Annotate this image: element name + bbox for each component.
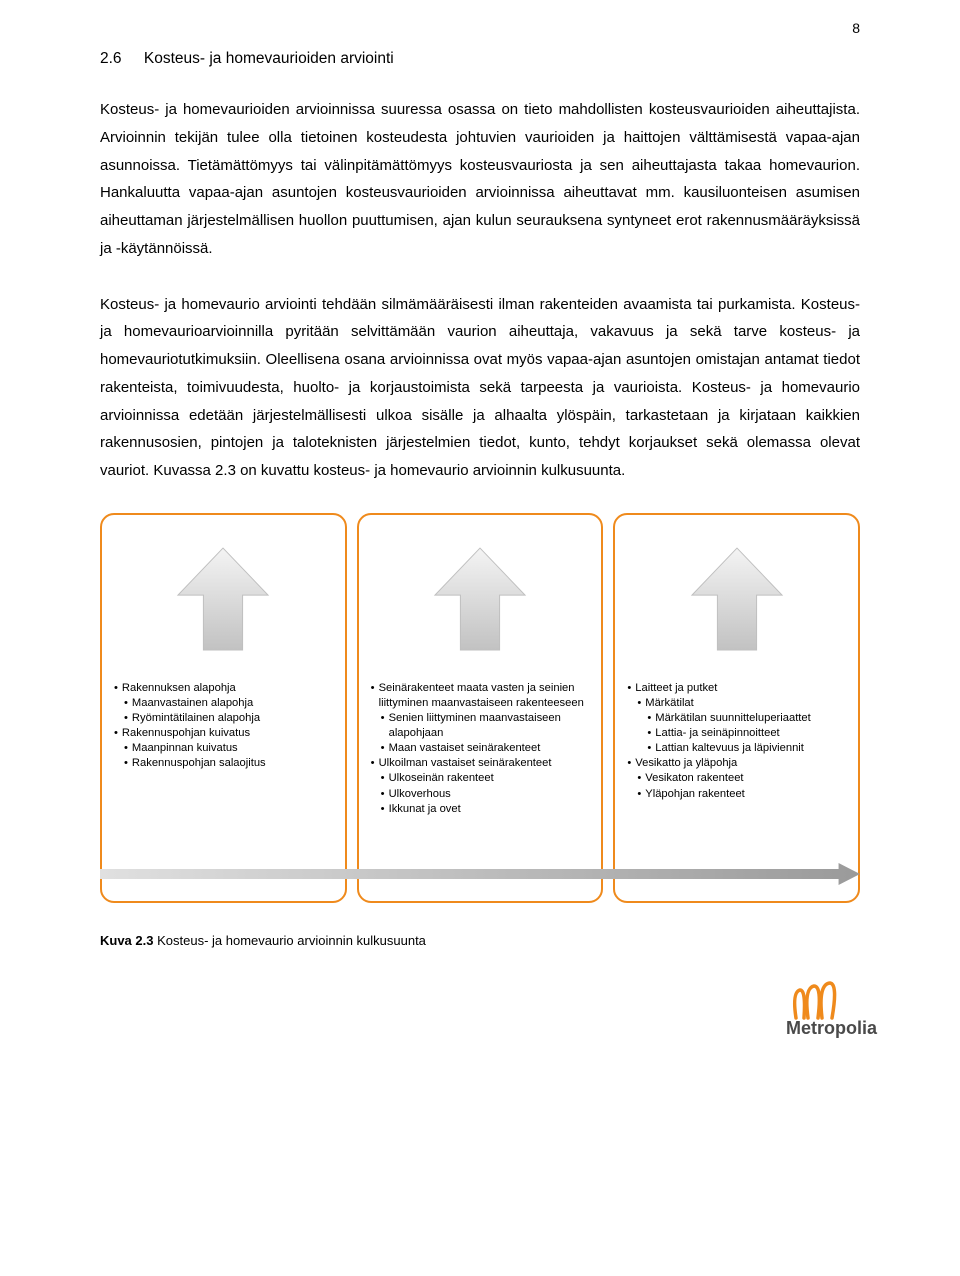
bullet-icon: • (124, 711, 128, 726)
up-arrow-icon (371, 545, 590, 655)
bullet-icon: • (637, 696, 641, 711)
bullet-icon: • (381, 771, 385, 786)
panel-item-list: •Laitteet ja putket•Märkätilat•Märkätila… (627, 681, 846, 802)
diagram-panel: •Rakennuksen alapohja•Maanvastainen alap… (100, 513, 347, 903)
panel-list-item: • Rakennuspohjan salaojitus (124, 756, 333, 771)
panel-list-item: • Vesikaton rakenteet (637, 771, 846, 786)
panel-item-list: •Seinärakenteet maata vasten ja seinien … (371, 681, 590, 817)
bullet-icon: • (124, 696, 128, 711)
bullet-icon: • (647, 711, 651, 726)
panel-list-item: • Laitteet ja putket (627, 681, 846, 696)
panel-list-item-text: Märkätilat (645, 696, 694, 711)
panel-list-item-text: Seinärakenteet maata vasten ja seinien l… (379, 681, 590, 711)
panel-list-item: •Senien liittyminen maanvastaiseen alapo… (381, 711, 590, 741)
bullet-icon: • (637, 771, 641, 786)
figure-caption: Kuva 2.3 Kosteus- ja homevaurio arvioinn… (100, 933, 860, 948)
diagram-panel: •Seinärakenteet maata vasten ja seinien … (357, 513, 604, 903)
panel-list-item-text: Rakennuksen alapohja (122, 681, 236, 696)
bullet-icon: • (381, 802, 385, 817)
panel-list-item-text: Maanvastainen alapohja (132, 696, 253, 711)
panel-list-item-text: Ulkoseinän rakenteet (389, 771, 494, 786)
panel-list-item: • Ryömintätilainen alapohja (124, 711, 333, 726)
panel-list-item: • Lattian kaltevuus ja läpiviennit (647, 741, 846, 756)
panel-list-item: • Rakennuspohjan kuivatus (114, 726, 333, 741)
bullet-icon: • (381, 787, 385, 802)
diagram-panels: •Rakennuksen alapohja•Maanvastainen alap… (100, 513, 860, 903)
panel-list-item-text: Yläpohjan rakenteet (645, 787, 745, 802)
flow-diagram: •Rakennuksen alapohja•Maanvastainen alap… (100, 513, 860, 903)
bullet-icon: • (114, 726, 118, 741)
bullet-icon: • (627, 681, 631, 696)
bullet-icon: • (371, 756, 375, 771)
body-paragraph: Kosteus- ja homevaurio arviointi tehdään… (100, 291, 860, 485)
panel-list-item: • Märkätilat (637, 696, 846, 711)
bullet-icon: • (381, 711, 385, 741)
panel-list-item-text: Vesikatto ja yläpohja (635, 756, 737, 771)
body-text: Kosteus- ja homevaurioiden arvioinnissa … (100, 96, 860, 485)
panel-list-item: • Ikkunat ja ovet (381, 802, 590, 817)
panel-list-item: • Lattia- ja seinäpinnoitteet (647, 726, 846, 741)
bullet-icon: • (381, 741, 385, 756)
panel-list-item-text: Lattia- ja seinäpinnoitteet (655, 726, 779, 741)
bullet-icon: • (647, 726, 651, 741)
panel-list-item-text: Ulkoilman vastaiset seinärakenteet (379, 756, 552, 771)
panel-list-item: • Rakennuksen alapohja (114, 681, 333, 696)
panel-list-item: • Maanvastainen alapohja (124, 696, 333, 711)
panel-list-item-text: Ikkunat ja ovet (389, 802, 461, 817)
panel-list-item: • Ulkoilman vastaiset seinärakenteet (371, 756, 590, 771)
footer-logo-area: Metropolia (0, 978, 960, 1038)
body-paragraph: Kosteus- ja homevaurioiden arvioinnissa … (100, 96, 860, 263)
panel-list-item-text: Vesikaton rakenteet (645, 771, 743, 786)
bullet-icon: • (647, 741, 651, 756)
panel-list-item-text: Laitteet ja putket (635, 681, 717, 696)
bullet-icon: • (124, 756, 128, 771)
bullet-icon: • (627, 756, 631, 771)
heading-number: 2.6 (100, 50, 122, 68)
heading-text: Kosteus- ja homevaurioiden arviointi (144, 50, 394, 67)
up-arrow-icon (627, 545, 846, 655)
bullet-icon: • (124, 741, 128, 756)
panel-list-item-text: Maanpinnan kuivatus (132, 741, 238, 756)
panel-list-item: • Ulkoseinän rakenteet (381, 771, 590, 786)
svg-text:Metropolia: Metropolia (786, 1018, 878, 1038)
bullet-icon: • (371, 681, 375, 711)
bullet-icon: • (114, 681, 118, 696)
panel-list-item-text: Senien liittyminen maanvastaiseen alapoh… (389, 711, 590, 741)
panel-list-item-text: Lattian kaltevuus ja läpiviennit (655, 741, 804, 756)
panel-list-item: • Maan vastaiset seinärakenteet (381, 741, 590, 756)
document-page: 8 2.6 Kosteus- ja homevaurioiden arvioin… (0, 0, 960, 968)
panel-list-item: • Ulkoverhous (381, 787, 590, 802)
panel-list-item-text: Maan vastaiset seinärakenteet (389, 741, 541, 756)
caption-text: Kosteus- ja homevaurio arvioinnin kulkus… (153, 933, 425, 948)
panel-list-item: •Seinärakenteet maata vasten ja seinien … (371, 681, 590, 711)
metropolia-logo: Metropolia (780, 978, 920, 1038)
panel-list-item-text: Ulkoverhous (389, 787, 451, 802)
panel-list-item: • Yläpohjan rakenteet (637, 787, 846, 802)
section-heading: 2.6 Kosteus- ja homevaurioiden arviointi (100, 50, 860, 68)
up-arrow-icon (114, 545, 333, 655)
diagram-panel: •Laitteet ja putket•Märkätilat•Märkätila… (613, 513, 860, 903)
panel-list-item-text: Rakennuspohjan salaojitus (132, 756, 266, 771)
panel-list-item-text: Rakennuspohjan kuivatus (122, 726, 250, 741)
panel-list-item: • Maanpinnan kuivatus (124, 741, 333, 756)
bullet-icon: • (637, 787, 641, 802)
page-number: 8 (852, 20, 860, 36)
panel-list-item-text: Märkätilan suunnitteluperiaattet (655, 711, 810, 726)
panel-item-list: •Rakennuksen alapohja•Maanvastainen alap… (114, 681, 333, 772)
panel-list-item-text: Ryömintätilainen alapohja (132, 711, 260, 726)
panel-list-item: • Märkätilan suunnitteluperiaattet (647, 711, 846, 726)
panel-list-item: • Vesikatto ja yläpohja (627, 756, 846, 771)
caption-label: Kuva 2.3 (100, 933, 153, 948)
